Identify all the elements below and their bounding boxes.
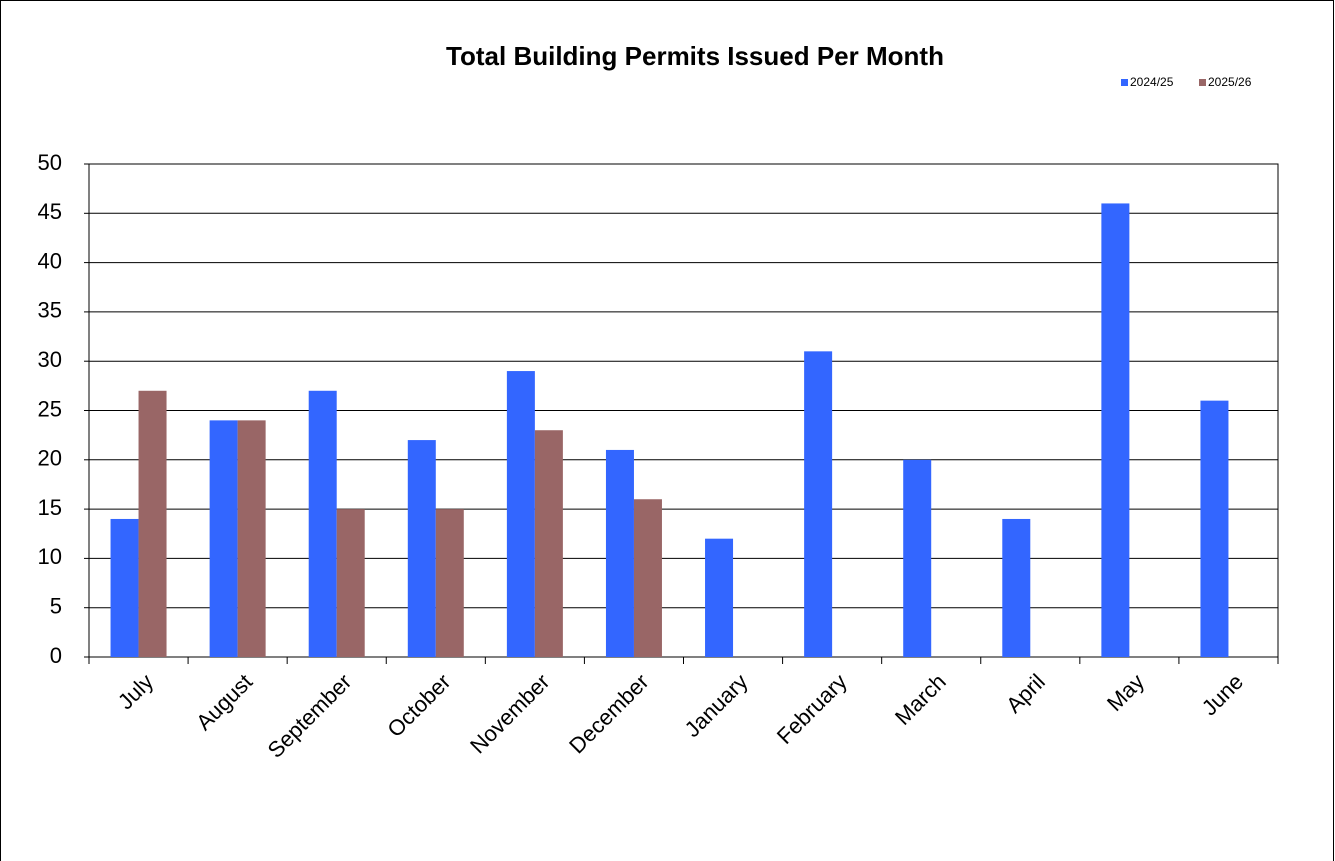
bar xyxy=(804,351,833,657)
y-tick-label: 0 xyxy=(50,643,62,668)
bar xyxy=(1002,518,1031,657)
chart-title: Total Building Permits Issued Per Month xyxy=(446,41,944,71)
y-tick-label: 15 xyxy=(38,495,62,520)
y-tick-label: 10 xyxy=(38,544,62,569)
bar xyxy=(435,509,464,657)
bar xyxy=(138,390,167,657)
bar xyxy=(336,509,365,657)
bar xyxy=(407,440,436,657)
bar xyxy=(605,449,634,657)
bar xyxy=(903,459,932,657)
y-tick-label: 30 xyxy=(38,347,62,372)
y-tick-label: 50 xyxy=(38,150,62,175)
bar xyxy=(308,390,337,657)
y-tick-label: 45 xyxy=(38,199,62,224)
y-tick-label: 35 xyxy=(38,298,62,323)
bar xyxy=(506,371,535,657)
y-tick-label: 20 xyxy=(38,446,62,471)
bar xyxy=(633,499,662,657)
bar xyxy=(705,538,734,657)
y-tick-label: 25 xyxy=(38,396,62,421)
legend-label: 2025/26 xyxy=(1208,75,1252,89)
y-tick-label: 40 xyxy=(38,248,62,273)
bar xyxy=(237,420,266,657)
bar xyxy=(110,518,139,657)
y-tick-label: 5 xyxy=(50,594,62,619)
legend-swatch xyxy=(1199,79,1206,86)
bar xyxy=(1200,400,1229,657)
legend-label: 2024/25 xyxy=(1130,75,1174,89)
bar xyxy=(534,430,563,657)
bar xyxy=(1101,203,1130,657)
legend-swatch xyxy=(1121,79,1128,86)
bar xyxy=(209,420,238,657)
